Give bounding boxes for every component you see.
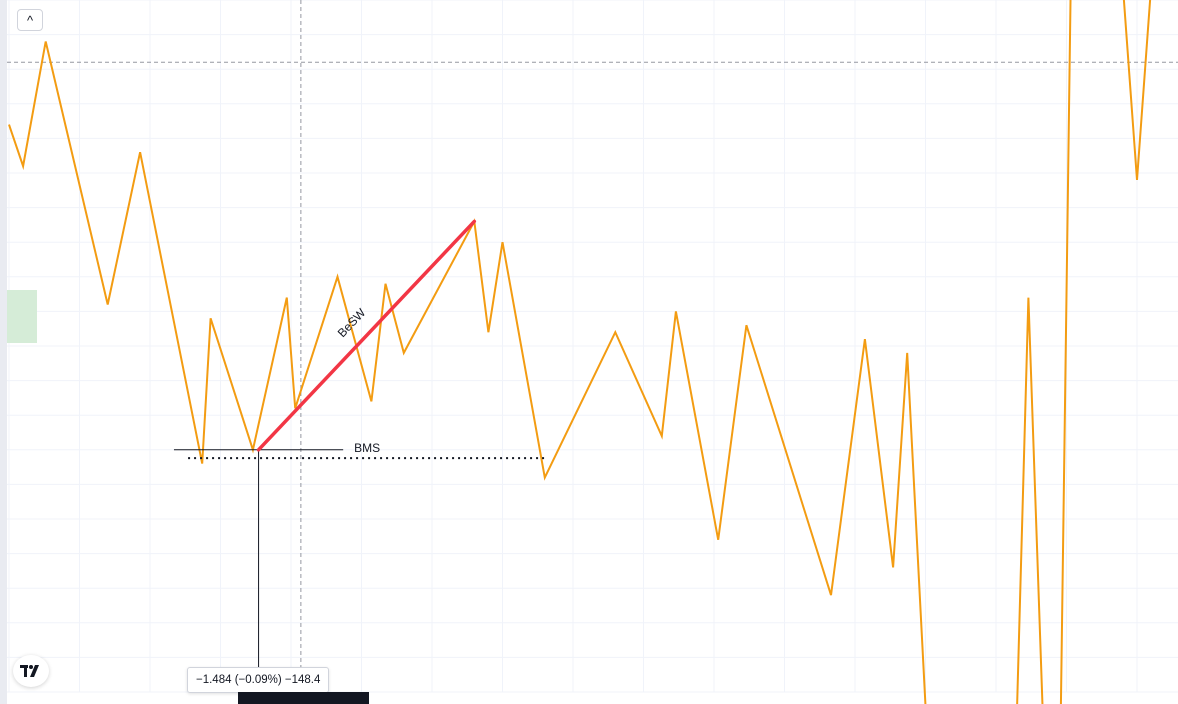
crosshair-time-label (238, 692, 369, 704)
bms-label: BMS (354, 441, 380, 455)
price-scale-edge (0, 0, 7, 704)
besw-trend-line (256, 219, 477, 452)
besw-label: BeSW (335, 305, 369, 340)
measure-tooltip: −1.484 (−0.09%) −148.4 (187, 667, 330, 693)
price-series-line (8, 0, 1152, 704)
position-zone (7, 290, 37, 343)
tradingview-logo-icon (20, 665, 39, 677)
collapse-legend-button[interactable]: ^ (17, 9, 43, 31)
tradingview-logo[interactable] (13, 655, 49, 687)
